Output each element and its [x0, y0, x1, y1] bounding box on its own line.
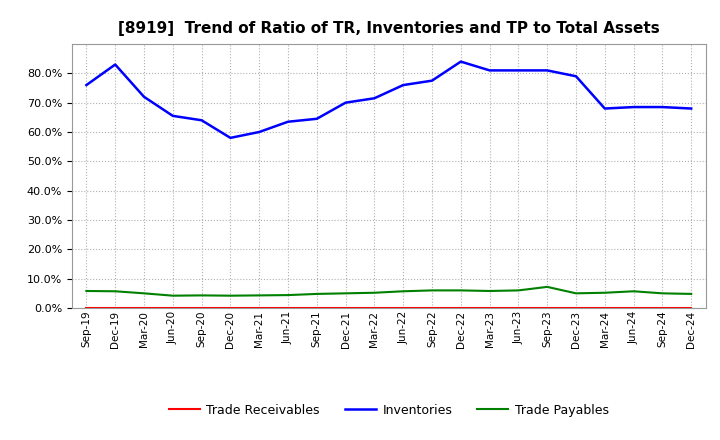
Trade Receivables [428, 305, 436, 310]
Trade Receivables [456, 305, 465, 310]
Trade Receivables [226, 305, 235, 310]
Inventories [687, 106, 696, 111]
Trade Receivables [111, 305, 120, 310]
Trade Receivables [543, 305, 552, 310]
Trade Payables [255, 293, 264, 298]
Inventories [197, 117, 206, 123]
Trade Payables [658, 291, 667, 296]
Trade Payables [687, 291, 696, 297]
Trade Payables [82, 288, 91, 293]
Title: [8919]  Trend of Ratio of TR, Inventories and TP to Total Assets: [8919] Trend of Ratio of TR, Inventories… [118, 21, 660, 36]
Trade Receivables [284, 305, 292, 310]
Trade Payables [284, 293, 292, 298]
Inventories [226, 135, 235, 140]
Line: Inventories: Inventories [86, 62, 691, 138]
Inventories [82, 82, 91, 88]
Inventories [543, 68, 552, 73]
Line: Trade Payables: Trade Payables [86, 287, 691, 296]
Legend: Trade Receivables, Inventories, Trade Payables: Trade Receivables, Inventories, Trade Pa… [164, 399, 613, 422]
Trade Receivables [600, 305, 609, 310]
Trade Receivables [514, 305, 523, 310]
Inventories [572, 73, 580, 79]
Inventories [140, 94, 148, 99]
Trade Payables [140, 291, 148, 296]
Inventories [658, 104, 667, 110]
Trade Receivables [312, 305, 321, 310]
Trade Receivables [255, 305, 264, 310]
Inventories [168, 113, 177, 118]
Trade Receivables [168, 305, 177, 310]
Trade Receivables [658, 305, 667, 310]
Inventories [514, 68, 523, 73]
Inventories [111, 62, 120, 67]
Trade Receivables [197, 305, 206, 310]
Trade Receivables [485, 305, 494, 310]
Trade Receivables [82, 305, 91, 310]
Inventories [485, 68, 494, 73]
Trade Payables [399, 289, 408, 294]
Inventories [399, 82, 408, 88]
Trade Payables [456, 288, 465, 293]
Trade Payables [226, 293, 235, 298]
Trade Payables [572, 291, 580, 296]
Trade Payables [485, 288, 494, 293]
Trade Payables [111, 289, 120, 294]
Trade Payables [428, 288, 436, 293]
Inventories [341, 100, 350, 105]
Trade Receivables [370, 305, 379, 310]
Trade Payables [168, 293, 177, 298]
Inventories [370, 95, 379, 101]
Trade Receivables [399, 305, 408, 310]
Inventories [456, 59, 465, 64]
Trade Payables [600, 290, 609, 295]
Trade Receivables [572, 305, 580, 310]
Trade Receivables [140, 305, 148, 310]
Trade Payables [341, 291, 350, 296]
Trade Payables [312, 291, 321, 297]
Trade Receivables [341, 305, 350, 310]
Inventories [428, 78, 436, 83]
Trade Payables [197, 293, 206, 298]
Inventories [629, 104, 638, 110]
Trade Payables [629, 289, 638, 294]
Inventories [284, 119, 292, 125]
Trade Payables [370, 290, 379, 295]
Inventories [600, 106, 609, 111]
Inventories [255, 129, 264, 135]
Trade Receivables [687, 305, 696, 310]
Trade Receivables [629, 305, 638, 310]
Trade Payables [514, 288, 523, 293]
Trade Payables [543, 284, 552, 290]
Inventories [312, 116, 321, 121]
